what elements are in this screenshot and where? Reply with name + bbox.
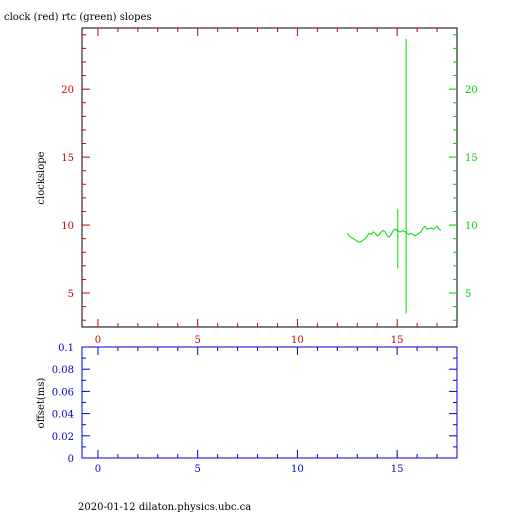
left-y-tick-label: 10 bbox=[61, 221, 74, 232]
bottom-y-tick-label: 0 bbox=[68, 454, 74, 465]
bottom-y-tick-label: 0.06 bbox=[52, 387, 74, 398]
chart-title: clock (red) rtc (green) slopes bbox=[4, 12, 152, 23]
bottom-y-tick-label: 0.1 bbox=[58, 343, 74, 354]
top-y-axis-label: clockslope bbox=[36, 151, 47, 204]
series-line bbox=[346, 225, 442, 243]
bottom-y-axis-label: offset(ms) bbox=[36, 378, 47, 429]
bottom-plot-frame bbox=[81, 346, 458, 459]
bottom-x-tick-label: 10 bbox=[291, 464, 304, 475]
top-panel: 5 10 15 20 5 10 15 20 0 5 10 15 clockslope bbox=[36, 27, 478, 346]
x-tick-label: 15 bbox=[391, 335, 404, 346]
x-tick-label: 0 bbox=[95, 335, 101, 346]
right-y-tick-label: 5 bbox=[465, 289, 471, 300]
left-y-tick-label: 20 bbox=[61, 85, 74, 96]
footer-text: 2020-01-12 dilaton.physics.ubc.ca bbox=[78, 502, 251, 512]
bottom-x-tick-label: 0 bbox=[95, 464, 101, 475]
x-tick-label: 10 bbox=[291, 335, 304, 346]
bottom-y-tick-label: 0.02 bbox=[52, 432, 74, 443]
bottom-panel: 0 0.02 0.04 0.06 0.08 0.1 0 5 10 15 offset(ms) bbox=[36, 343, 458, 475]
left-y-tick-label: 5 bbox=[68, 289, 74, 300]
bottom-x-tick-label: 5 bbox=[195, 464, 201, 475]
right-y-tick-label: 20 bbox=[465, 85, 478, 96]
right-y-tick-label: 10 bbox=[465, 221, 478, 232]
bottom-x-tick-label: 15 bbox=[391, 464, 404, 475]
bottom-y-tick-label: 0.08 bbox=[52, 365, 74, 376]
x-tick-label: 5 bbox=[195, 335, 201, 346]
right-y-tick-label: 15 bbox=[465, 153, 478, 164]
bottom-y-tick-label: 0.04 bbox=[52, 410, 74, 421]
left-y-tick-label: 15 bbox=[61, 153, 74, 164]
top-plot-frame bbox=[81, 27, 458, 328]
